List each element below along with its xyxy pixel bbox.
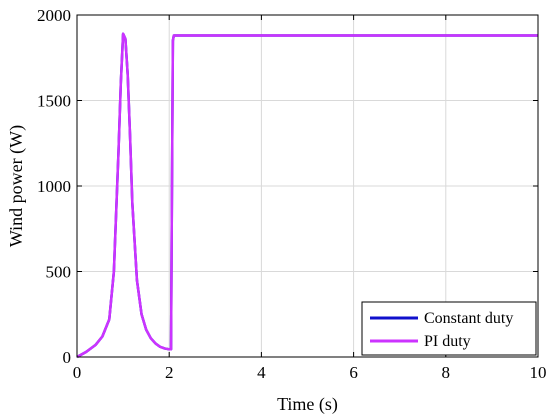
y-tick-label: 1500: [37, 92, 71, 111]
series-lines: [76, 32, 538, 359]
y-tick-label: 500: [46, 263, 72, 282]
legend-box: [361, 301, 537, 356]
x-tick-label: 4: [257, 363, 266, 382]
x-tick-label: 0: [73, 363, 82, 382]
x-axis-label: Time (s): [277, 394, 338, 415]
y-tick-label: 2000: [37, 6, 71, 25]
x-tick-label: 8: [442, 363, 451, 382]
x-tick-label: 2: [165, 363, 174, 382]
y-tick-label: 1000: [37, 177, 71, 196]
x-tick-label: 6: [349, 363, 358, 382]
legend-label-pi-duty: PI duty: [424, 333, 471, 350]
y-tick-label: 0: [63, 348, 72, 367]
legend: Constant duty PI duty: [361, 301, 537, 356]
axis-ticks: 0 2 4 6 8 10 0 500 1000 1500 2000: [37, 6, 547, 382]
grid-lines: [77, 15, 538, 357]
legend-label-constant-duty: Constant duty: [424, 310, 513, 327]
series-line-pi-duty: [76, 32, 538, 359]
x-tick-label: 10: [530, 363, 547, 382]
y-axis-label: Wind power (W): [6, 125, 27, 247]
